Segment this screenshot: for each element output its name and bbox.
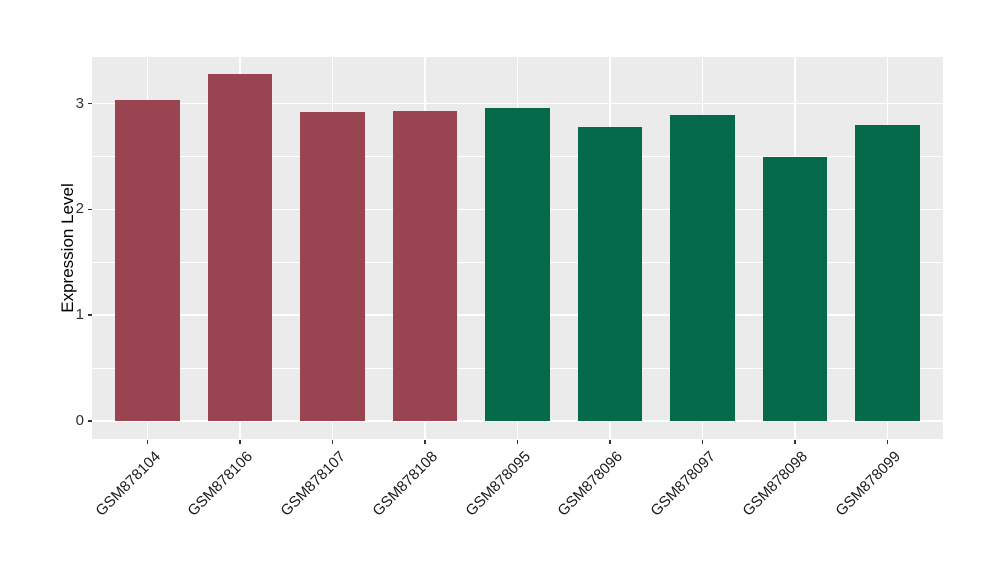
bar-GSM878095 <box>485 107 550 421</box>
x-tick <box>239 440 241 444</box>
bar-GSM878097 <box>670 115 735 421</box>
x-tick <box>886 440 889 444</box>
y-tick-label: 0 <box>75 412 84 429</box>
x-tick-label: GSM878099 <box>831 448 904 520</box>
y-tick <box>88 420 92 422</box>
x-tick <box>701 440 704 444</box>
x-tick <box>794 440 796 444</box>
bar-GSM878107 <box>300 112 365 421</box>
y-tick-label: 3 <box>75 94 84 112</box>
x-tick <box>331 440 334 444</box>
bar-GSM878096 <box>577 126 643 421</box>
y-axis-title: Expression Level <box>58 183 77 313</box>
y-tick <box>88 208 92 211</box>
x-tick <box>146 440 149 444</box>
bar-GSM878108 <box>392 111 458 421</box>
bar-GSM878106 <box>207 73 273 421</box>
y-tick <box>88 102 92 105</box>
bar-GSM878104 <box>115 100 180 421</box>
y-tick-label: 2 <box>75 200 84 218</box>
bar-GSM878099 <box>855 124 920 421</box>
x-tick <box>609 440 611 444</box>
y-tick <box>88 314 92 316</box>
y-tick-label: 1 <box>75 306 84 324</box>
bar-GSM878098 <box>762 156 828 421</box>
x-tick <box>516 440 519 444</box>
x-tick <box>424 440 426 444</box>
